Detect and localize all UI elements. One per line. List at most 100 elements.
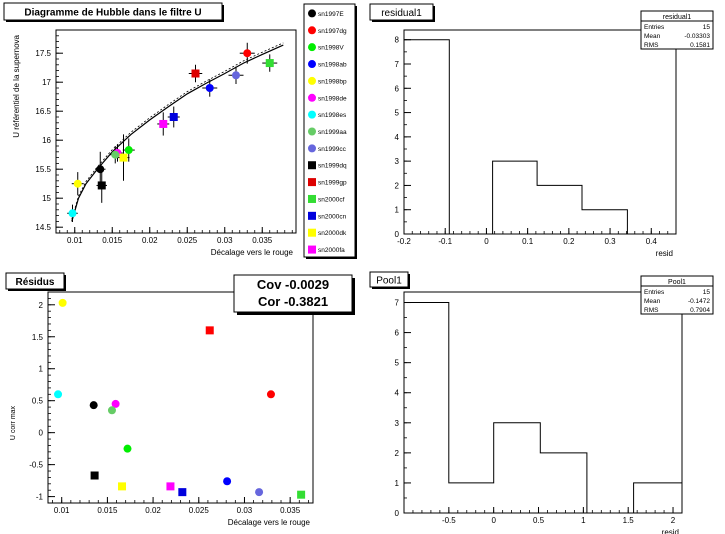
legend: sn1997E sn1997dg sn1998V sn1998ab sn1998bp sn… xyxy=(303,3,357,259)
data-point-circle xyxy=(266,390,275,399)
legend-entry: sn1999cc xyxy=(318,146,347,153)
fit-curve xyxy=(71,44,284,222)
legend-entry: sn2000dk xyxy=(318,230,347,237)
data-point-square xyxy=(97,181,106,190)
y-tick-label: 1.5 xyxy=(32,333,44,342)
data-point-circle xyxy=(123,444,132,453)
data-point-circle xyxy=(111,399,120,408)
x-tick-label: -0.2 xyxy=(397,237,411,246)
hubble-diagram-panel: Diagramme de Hubble dans le filtre U 0.01… xyxy=(3,2,297,257)
x-tick-label: 0.02 xyxy=(145,506,161,515)
x-tick-label: 0.5 xyxy=(533,516,545,525)
y-tick-label: 1 xyxy=(395,206,400,215)
residus-panel: Résidus 0.01 0.015 0.02 0.025 0.03 0.035 -1 -0.5… xyxy=(5,272,355,527)
stats-label: RMS xyxy=(644,307,659,314)
legend-marker-square xyxy=(308,245,316,254)
histogram-outline xyxy=(403,39,628,235)
stats-label: Entries xyxy=(644,289,665,296)
legend-entry: sn1999aa xyxy=(318,129,347,136)
panel-title-box xyxy=(369,271,409,288)
y-tick-label: 4 xyxy=(395,133,400,142)
x-tick-label: 0.1 xyxy=(522,237,534,246)
y-tick-label: 4 xyxy=(395,389,400,398)
stats-box xyxy=(640,275,714,315)
data-point-square xyxy=(166,482,175,491)
y-axis-label: U corr max xyxy=(10,405,17,440)
legend-marker-circle xyxy=(308,43,316,52)
data-point-circle xyxy=(54,390,63,399)
x-axis-label: resid xyxy=(662,528,679,534)
x-tick-label: 0.015 xyxy=(102,236,123,245)
data-point-circle xyxy=(96,165,105,174)
histogram-bin xyxy=(404,303,449,513)
pool1-panel: Pool1-0.5 0 0.5 1 1.5 201234567residPool1Entr… xyxy=(369,271,714,534)
data-point-circle xyxy=(243,49,252,58)
legend-entry: sn1997dg xyxy=(318,28,347,35)
stats-title: residual1 xyxy=(663,14,692,21)
x-tick-label: 1.5 xyxy=(623,516,635,525)
stats-label: RMS xyxy=(644,42,659,49)
data-point-square xyxy=(178,488,187,497)
legend-marker-circle xyxy=(308,60,316,69)
legend-marker-circle xyxy=(308,26,316,35)
stats-title: Pool1 xyxy=(668,279,686,286)
legend-entry: sn1999dq xyxy=(318,163,347,170)
x-tick-label: 0.01 xyxy=(54,506,70,515)
data-point-circle xyxy=(68,209,77,218)
x-tick-label: -0.5 xyxy=(442,516,456,525)
y-tick-label: 1 xyxy=(39,365,44,374)
legend-marker-circle xyxy=(308,144,316,153)
y-tick-label: 16 xyxy=(42,136,51,145)
y-tick-label: 6 xyxy=(395,84,400,93)
x-tick-label: 0.4 xyxy=(646,237,658,246)
y-tick-label: 2 xyxy=(395,181,400,190)
data-point-square xyxy=(191,69,200,78)
data-point-circle xyxy=(124,146,133,155)
legend-marker-square xyxy=(308,161,316,170)
y-tick-label: 0 xyxy=(395,509,400,518)
legend-marker-circle xyxy=(308,110,316,119)
y-tick-label: 17.5 xyxy=(35,49,51,58)
data-point-square xyxy=(90,471,99,480)
plot-frame xyxy=(55,29,297,234)
legend-entry: sn1998de xyxy=(318,95,347,102)
y-tick-label: -1 xyxy=(36,493,44,502)
x-tick-label: 0.02 xyxy=(142,236,158,245)
data-point-square xyxy=(119,153,128,162)
stats-value: 0.1581 xyxy=(690,42,710,49)
annotation-box xyxy=(233,274,353,313)
panel-title: Résidus xyxy=(16,277,55,288)
stats-value: -0.03303 xyxy=(684,33,710,40)
stats-value: 15 xyxy=(703,289,711,296)
x-tick-label: 0.03 xyxy=(237,506,253,515)
y-axis-label: U référentiel de la supernova xyxy=(12,34,21,137)
legend-entry: sn1997E xyxy=(318,11,344,18)
histogram-bin xyxy=(582,210,627,234)
x-tick-label: 0.03 xyxy=(217,236,233,245)
legend-marker-square xyxy=(308,178,316,187)
panel-title: Pool1 xyxy=(376,276,402,287)
x-axis-label: Décalage vers le rouge xyxy=(211,248,294,257)
histogram-bin xyxy=(537,185,582,234)
legend-entry: sn2000fa xyxy=(318,247,345,254)
x-tick-label: 0.035 xyxy=(280,506,301,515)
histogram-bin xyxy=(634,483,682,513)
stats-value: 15 xyxy=(703,24,711,31)
histogram-bin xyxy=(449,483,494,513)
x-axis-label: resid xyxy=(656,249,673,258)
legend-marker-square xyxy=(308,211,316,220)
x-axis-label: Décalage vers le rouge xyxy=(228,518,311,527)
legend-entry: sn1998es xyxy=(318,112,347,119)
legend-marker-circle xyxy=(308,76,316,85)
histogram-bin xyxy=(493,161,538,234)
legend-marker-circle xyxy=(308,9,316,18)
x-tick-label: 0 xyxy=(484,237,489,246)
legend-marker-circle xyxy=(308,127,316,136)
stats-value: 0.7904 xyxy=(690,307,710,314)
x-tick-label: 0 xyxy=(491,516,496,525)
data-point-square xyxy=(265,59,274,68)
data-point-circle xyxy=(107,406,116,415)
data-point-square xyxy=(205,326,214,335)
x-tick-label: 0.01 xyxy=(67,236,83,245)
stats-label: Entries xyxy=(644,24,665,31)
